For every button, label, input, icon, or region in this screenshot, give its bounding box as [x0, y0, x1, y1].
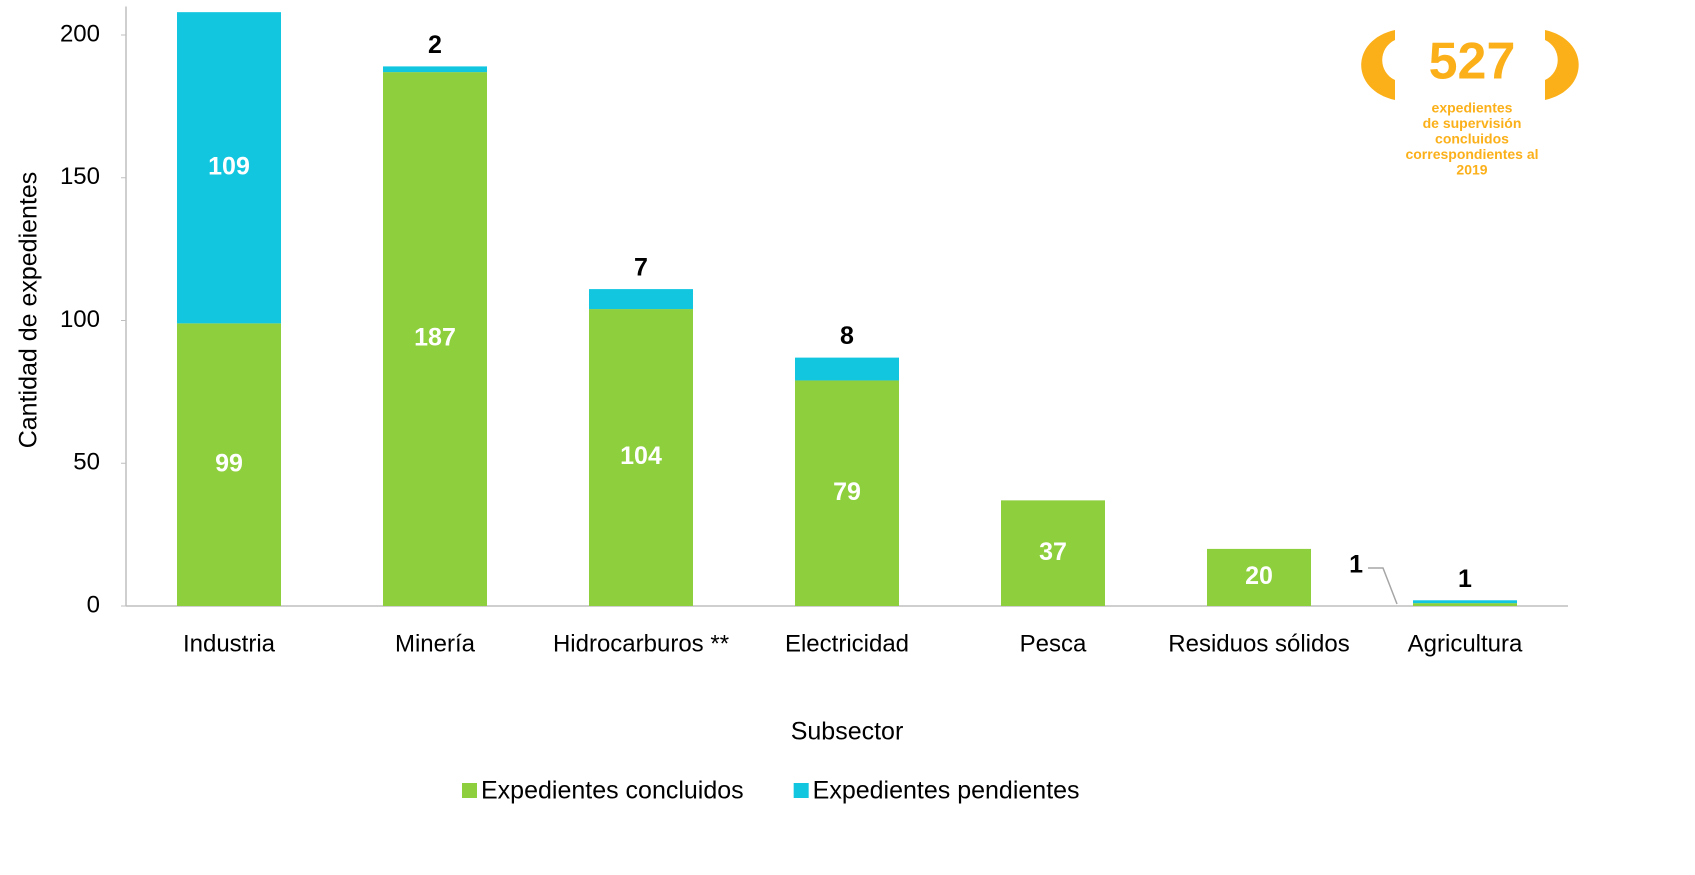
- bar-segment: [383, 72, 487, 607]
- bar-segment: [589, 309, 693, 606]
- badge-text: expedientes: [1432, 100, 1513, 116]
- bar-segment: [177, 12, 281, 324]
- legend-swatch: [793, 783, 809, 798]
- badge-text: concluidos: [1435, 131, 1509, 147]
- bar-segment: [1001, 500, 1105, 606]
- value-label: 7: [634, 254, 648, 282]
- x-tick-label: Industria: [183, 630, 276, 657]
- y-tick-label: 200: [60, 20, 100, 47]
- bar-segment: [589, 289, 693, 310]
- x-tick-label: Pesca: [1020, 630, 1087, 657]
- value-label: 1: [1458, 565, 1472, 593]
- badge-text: de supervisión: [1423, 115, 1522, 131]
- x-tick-label: Residuos sólidos: [1168, 630, 1349, 657]
- value-label: 20: [1245, 562, 1273, 590]
- x-axis-label: Subsector: [791, 718, 904, 746]
- bar-segment: [795, 380, 899, 606]
- value-label: 37: [1039, 538, 1067, 566]
- x-tick-label: Agricultura: [1408, 630, 1523, 657]
- value-label: 2: [428, 31, 442, 59]
- value-label: 187: [414, 324, 456, 352]
- badge-text: 2019: [1456, 162, 1487, 178]
- bar-segment: [1207, 548, 1311, 606]
- bar-segment: [1413, 603, 1517, 606]
- x-tick-label: Minería: [395, 630, 476, 657]
- y-tick-label: 150: [60, 163, 100, 190]
- value-label: 79: [833, 478, 861, 506]
- bar-segment: [383, 66, 487, 73]
- bar-segment: [1413, 600, 1517, 604]
- badge-number: 527: [1429, 33, 1516, 91]
- value-label: 99: [215, 449, 243, 477]
- value-label: 8: [840, 322, 854, 350]
- value-label: 1: [1349, 551, 1363, 579]
- badge-bracket: [1545, 30, 1579, 100]
- badge-bracket: [1361, 30, 1395, 100]
- y-tick-label: 0: [87, 591, 100, 618]
- y-tick-label: 100: [60, 306, 100, 333]
- y-axis-label: Cantidad de expedientes: [15, 172, 43, 449]
- value-label: 109: [208, 152, 250, 180]
- bar-segment: [177, 323, 281, 606]
- x-tick-label: Electricidad: [785, 630, 909, 657]
- bar-segment: [795, 357, 899, 381]
- legend-label: Expedientes pendientes: [813, 777, 1080, 805]
- legend-label: Expedientes concluidos: [481, 777, 744, 805]
- x-tick-label: Hidrocarburos **: [553, 630, 729, 657]
- y-tick-label: 50: [73, 449, 100, 476]
- legend-swatch: [462, 783, 477, 798]
- value-label: 104: [620, 442, 662, 470]
- leader-line: [1368, 567, 1398, 605]
- badge-text: correspondientes al: [1405, 146, 1538, 162]
